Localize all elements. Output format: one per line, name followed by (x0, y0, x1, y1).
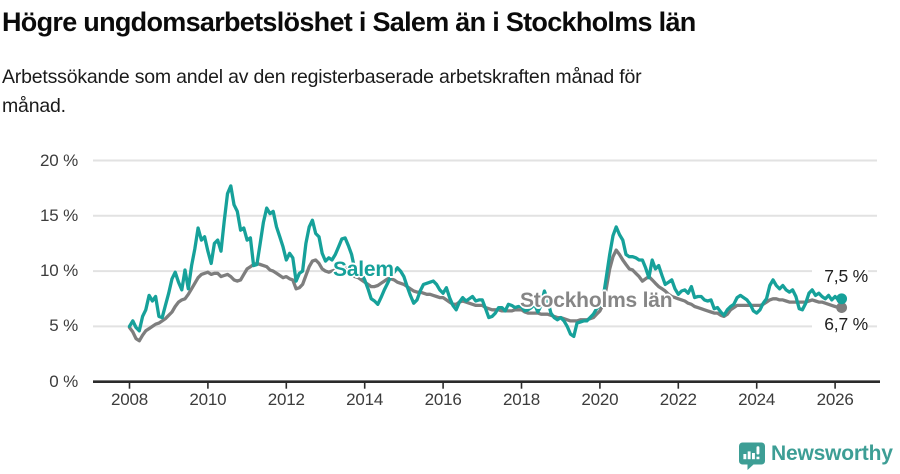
x-axis-label-2010: 2010 (189, 390, 227, 409)
brand-footer: Newsworthy (737, 440, 897, 472)
end-value-label-salem: 7,5 % (812, 266, 868, 287)
x-axis-label-2022: 2022 (659, 390, 697, 409)
x-axis-label-2020: 2020 (581, 390, 619, 409)
line-salem (127, 184, 844, 339)
page-subtitle: Arbetssökande som andel av den registerb… (2, 63, 642, 121)
y-axis-label-20: 20 % (40, 150, 78, 170)
x-axis-label-2014: 2014 (346, 390, 384, 409)
subtitle-line-1: Arbetssökande som andel av den registerb… (2, 66, 642, 88)
end-dot-stockholms-lan (836, 302, 848, 313)
x-axis-label-2024: 2024 (738, 390, 776, 409)
y-axis-label-0: 0 % (49, 371, 78, 391)
series-label-salem: Salem (333, 258, 394, 281)
newsworthy-logo-icon (739, 442, 765, 470)
y-axis-label-10: 10 % (40, 261, 78, 281)
x-axis-label-2018: 2018 (502, 390, 541, 409)
brand-name: Newsworthy (771, 442, 893, 465)
series-label-stockholms-lan: Stockholms län (520, 289, 673, 312)
y-axis-label-15: 15 % (40, 205, 78, 225)
end-dot-salem (836, 293, 848, 305)
y-axis-label-5: 5 % (49, 316, 78, 336)
x-axis-label-2012: 2012 (267, 390, 305, 409)
x-axis-label-2016: 2016 (424, 390, 462, 409)
page-title: Högre ungdomsarbetslöshet i Salem än i S… (2, 7, 696, 37)
x-axis-label-2008: 2008 (110, 390, 149, 409)
end-value-label-stockholms-lan: 6,7 % (812, 314, 868, 335)
subtitle-line-2: månad. (2, 95, 66, 117)
x-axis-label-2026: 2026 (816, 390, 854, 409)
